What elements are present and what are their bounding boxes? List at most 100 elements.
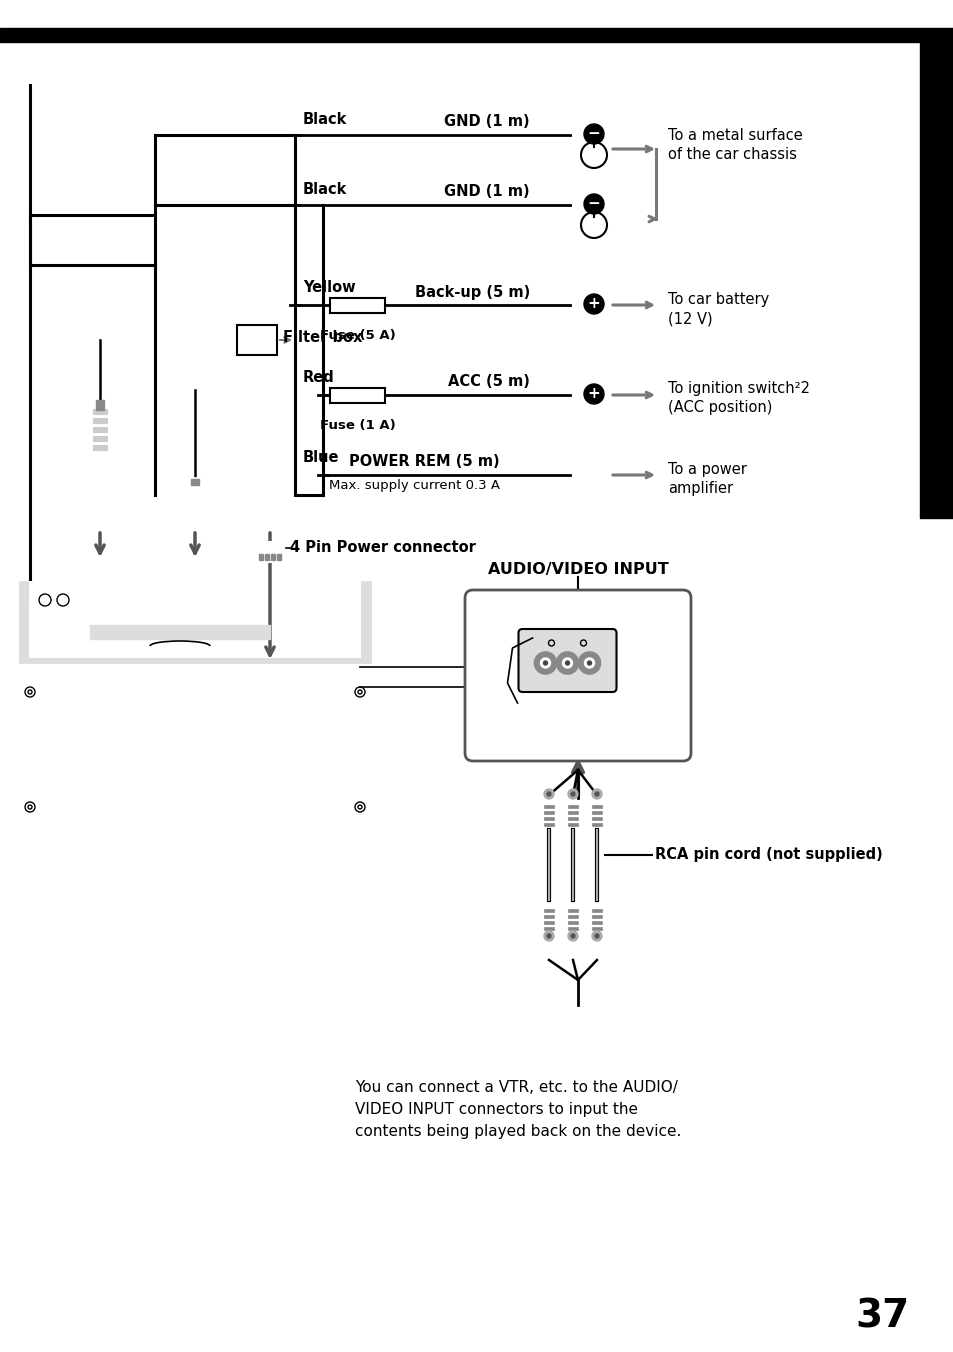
Bar — [330, 297, 385, 314]
Bar — [96, 400, 104, 410]
Text: RCA pin cord (not supplied): RCA pin cord (not supplied) — [655, 848, 882, 863]
Bar — [919, 28, 953, 518]
Bar — [567, 921, 578, 923]
Bar — [330, 388, 385, 403]
Circle shape — [592, 932, 601, 941]
Bar — [567, 811, 578, 814]
Bar — [20, 672, 370, 822]
Circle shape — [567, 932, 578, 941]
Bar — [592, 909, 601, 913]
Circle shape — [592, 790, 601, 799]
Text: To ignition switch²2
(ACC position): To ignition switch²2 (ACC position) — [667, 381, 809, 415]
Bar — [543, 927, 554, 930]
Circle shape — [543, 661, 547, 665]
Bar — [0, 28, 919, 42]
Text: +: + — [587, 296, 599, 311]
Text: Max. supply current 0.3 A: Max. supply current 0.3 A — [329, 479, 499, 492]
Text: To a power
amplifier: To a power amplifier — [667, 461, 746, 496]
Text: To car battery
(12 V): To car battery (12 V) — [667, 292, 768, 326]
Text: GND (1 m): GND (1 m) — [444, 114, 530, 128]
Circle shape — [583, 293, 603, 314]
Circle shape — [587, 661, 591, 665]
Bar — [265, 554, 269, 560]
Bar — [567, 909, 578, 913]
Bar — [255, 542, 284, 562]
Text: Black: Black — [303, 181, 347, 196]
Circle shape — [578, 652, 599, 675]
Bar — [543, 804, 554, 808]
Bar — [567, 915, 578, 918]
Circle shape — [534, 652, 556, 675]
Circle shape — [595, 792, 598, 796]
Circle shape — [562, 658, 572, 668]
Circle shape — [571, 792, 575, 796]
Bar — [91, 565, 108, 589]
Bar — [92, 410, 107, 414]
Bar — [92, 435, 107, 441]
Bar — [592, 817, 601, 821]
Circle shape — [546, 792, 551, 796]
Circle shape — [543, 932, 554, 941]
Bar — [567, 817, 578, 821]
Bar — [592, 915, 601, 918]
Circle shape — [583, 384, 603, 404]
Bar — [91, 406, 108, 460]
Text: Blue: Blue — [303, 449, 339, 465]
Bar — [92, 427, 107, 433]
Bar — [543, 817, 554, 821]
Bar — [543, 823, 554, 826]
Circle shape — [595, 934, 598, 938]
Circle shape — [583, 124, 603, 145]
Circle shape — [540, 658, 550, 668]
Bar — [92, 418, 107, 423]
Text: Fuse (5 A): Fuse (5 A) — [319, 329, 395, 342]
Bar — [592, 804, 601, 808]
Bar — [592, 921, 601, 923]
Bar — [40, 687, 350, 807]
Bar — [543, 811, 554, 814]
Text: Fuse (1 A): Fuse (1 A) — [319, 419, 395, 433]
Bar — [92, 445, 107, 450]
Text: Black: Black — [303, 111, 347, 127]
Circle shape — [584, 658, 594, 668]
Circle shape — [567, 790, 578, 799]
Bar — [236, 324, 276, 356]
Bar — [592, 823, 601, 826]
Circle shape — [571, 934, 575, 938]
Bar — [305, 625, 355, 639]
Bar — [30, 581, 359, 657]
Text: 4 Pin Power connector: 4 Pin Power connector — [290, 541, 476, 556]
Bar — [592, 811, 601, 814]
Circle shape — [543, 790, 554, 799]
Text: 37: 37 — [855, 1297, 909, 1334]
Text: Red: Red — [303, 369, 335, 384]
Bar — [20, 581, 370, 662]
Bar — [543, 915, 554, 918]
Bar — [43, 625, 65, 639]
Bar — [543, 921, 554, 923]
Text: Back-up (5 m): Back-up (5 m) — [415, 284, 530, 300]
Bar — [543, 909, 554, 913]
Bar — [90, 625, 270, 639]
Text: −: − — [587, 196, 599, 211]
Bar — [185, 483, 205, 510]
Bar — [567, 804, 578, 808]
Circle shape — [546, 934, 551, 938]
FancyBboxPatch shape — [464, 589, 690, 761]
Bar — [188, 479, 202, 489]
Text: You can connect a VTR, etc. to the AUDIO/
VIDEO INPUT connectors to input the
co: You can connect a VTR, etc. to the AUDIO… — [355, 1080, 680, 1140]
Text: Filter box: Filter box — [283, 330, 362, 346]
Circle shape — [556, 652, 578, 675]
Bar — [567, 823, 578, 826]
Text: +: + — [587, 387, 599, 402]
Text: To a metal surface
of the car chassis: To a metal surface of the car chassis — [667, 127, 801, 162]
Bar — [567, 927, 578, 930]
Bar — [63, 625, 85, 639]
Text: AUDIO/VIDEO INPUT: AUDIO/VIDEO INPUT — [487, 562, 668, 577]
Text: Yellow: Yellow — [303, 280, 355, 295]
Bar — [276, 554, 281, 560]
Bar — [258, 554, 263, 560]
Text: ACC (5 m): ACC (5 m) — [448, 375, 530, 389]
Text: GND (1 m): GND (1 m) — [444, 184, 530, 199]
Circle shape — [565, 661, 569, 665]
